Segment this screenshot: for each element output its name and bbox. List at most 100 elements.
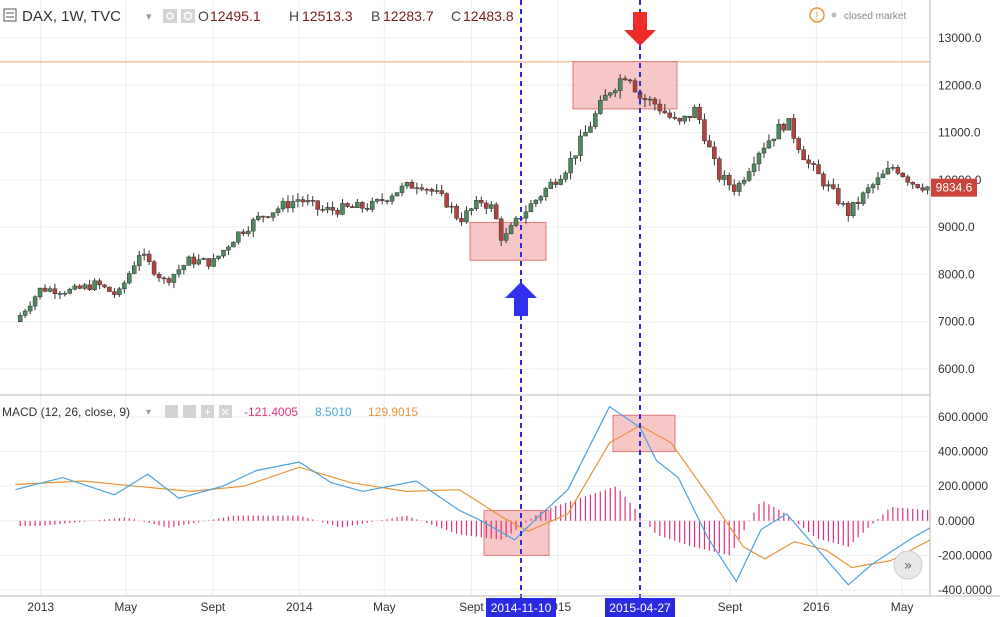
- down-candle: [365, 207, 370, 210]
- down-candle: [498, 218, 504, 241]
- sell-price-box: [572, 61, 678, 110]
- up-candle: [221, 249, 226, 257]
- down-candle: [905, 176, 910, 183]
- up-candle: [374, 199, 380, 202]
- macd-lines: [15, 405, 931, 586]
- down-candle: [652, 98, 658, 105]
- down-candle: [672, 117, 677, 119]
- up-candle: [122, 282, 127, 290]
- down-candle: [493, 204, 499, 220]
- down-candle: [667, 112, 672, 118]
- down-candle: [642, 98, 648, 101]
- up-candle: [92, 280, 97, 290]
- up-candle: [176, 269, 182, 275]
- settings-gear-icon[interactable]: [181, 9, 195, 23]
- up-candle: [251, 219, 256, 232]
- down-candle: [315, 200, 320, 210]
- macd-settings-icon[interactable]: [183, 405, 196, 418]
- down-candle: [727, 174, 732, 186]
- down-candle: [285, 201, 291, 209]
- symbol-title[interactable]: DAX, 1W, TVC: [22, 8, 121, 25]
- sell-arrow-down-icon: [624, 12, 656, 46]
- down-candle: [300, 199, 306, 203]
- down-candle: [206, 258, 211, 267]
- down-candle: [712, 146, 717, 160]
- status-dot-icon: [831, 12, 837, 18]
- macd-line-value: 8.5010: [315, 405, 352, 419]
- scroll-to-realtime-button[interactable]: »: [893, 550, 923, 580]
- up-candle: [513, 217, 519, 226]
- macd-title[interactable]: MACD (12, 26, close, 9): [2, 405, 130, 419]
- up-candle: [449, 205, 454, 208]
- down-candle: [910, 181, 915, 185]
- up-candle: [925, 186, 930, 191]
- up-candle: [548, 181, 553, 189]
- up-candle: [608, 92, 613, 96]
- plus-icon: +: [204, 405, 211, 419]
- up-candle: [57, 293, 63, 295]
- up-candle: [692, 106, 697, 119]
- last-price-tag: 9834.6: [931, 178, 977, 197]
- macd-close-icon[interactable]: [219, 405, 232, 418]
- macd-header: MACD (12, 26, close, 9) ▾ + ✕ -121.4005 …: [2, 405, 418, 419]
- time-tick-label: May: [114, 600, 137, 614]
- up-candle: [875, 177, 881, 185]
- up-candle: [82, 284, 87, 289]
- price-tick-label: 6000.0: [938, 362, 975, 376]
- up-candle: [880, 173, 886, 179]
- macd-eye-icon[interactable]: [165, 405, 178, 418]
- down-candle: [831, 184, 836, 189]
- up-candle: [612, 90, 618, 94]
- macd-axis: 600.0000 400.0000 200.0000 0.0000 -200.0000 -…: [938, 410, 992, 597]
- macd-chevron-down-icon[interactable]: ▾: [146, 407, 151, 418]
- price-tick-label: 7000.0: [938, 315, 975, 329]
- gear-icon-ring: [183, 11, 193, 21]
- down-candle: [310, 200, 315, 202]
- up-candle: [841, 203, 846, 205]
- down-candle: [479, 199, 484, 204]
- time-tick-label: 2013: [27, 600, 54, 614]
- high-value: 12513.3: [302, 8, 353, 24]
- time-tick-label: Sept: [201, 600, 226, 614]
- down-candle: [632, 80, 638, 93]
- down-candle: [360, 202, 365, 209]
- down-candle: [622, 78, 628, 81]
- down-candle: [454, 205, 459, 219]
- up-candle: [558, 178, 563, 185]
- time-tick-label: Sept: [459, 600, 484, 614]
- macd-histogram-value: -121.4005: [244, 405, 298, 419]
- up-candle: [211, 258, 216, 267]
- price-tick-label: 12000.0: [938, 78, 982, 92]
- low-label: B: [371, 8, 380, 24]
- down-candle: [791, 118, 796, 139]
- up-candle: [766, 140, 772, 149]
- eye-icon[interactable]: [163, 9, 177, 23]
- down-candle: [855, 201, 861, 204]
- chevron-down-icon[interactable]: ▾: [146, 11, 152, 23]
- down-candle: [702, 119, 707, 142]
- up-candle: [736, 182, 742, 192]
- price-tick-label: 11000.0: [938, 126, 981, 140]
- time-tick-label: May: [891, 600, 914, 614]
- down-candle: [102, 284, 107, 288]
- highlighted-date-label: 2014-11-10: [491, 601, 552, 615]
- market-status-label: closed market: [844, 11, 906, 22]
- market-status[interactable]: ! closed market: [809, 7, 906, 23]
- up-candle: [850, 201, 856, 216]
- price-tick-label: 8000.0: [938, 267, 975, 281]
- up-candle: [489, 204, 494, 209]
- up-candle: [136, 255, 142, 266]
- signal-boxes: [469, 61, 678, 556]
- up-candle: [756, 152, 762, 165]
- up-candle: [533, 199, 539, 204]
- up-candle: [399, 185, 405, 193]
- macd-signal-value: 129.9015: [368, 405, 418, 419]
- up-candle: [543, 188, 549, 197]
- down-candle: [330, 207, 335, 211]
- up-candle: [528, 203, 534, 213]
- macd-add-icon[interactable]: [201, 405, 214, 418]
- price-axis: 13000.012000.011000.010000.09000.08000.0…: [938, 31, 982, 376]
- up-candle: [22, 310, 28, 316]
- collapse-icon[interactable]: [3, 8, 17, 22]
